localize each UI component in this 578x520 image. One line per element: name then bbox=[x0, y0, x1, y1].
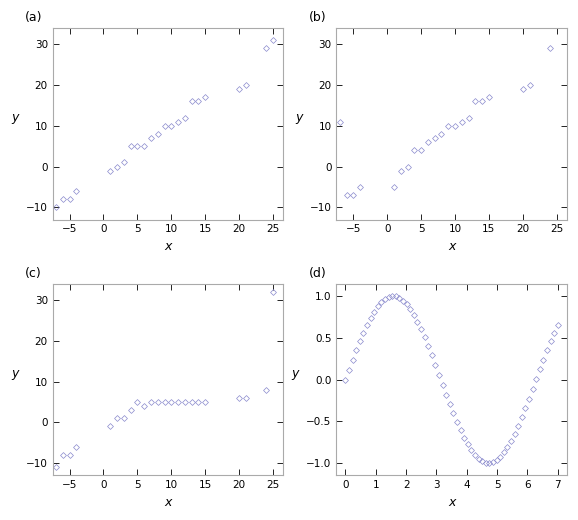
Y-axis label: y: y bbox=[11, 111, 18, 124]
Text: (a): (a) bbox=[25, 11, 43, 24]
X-axis label: x: x bbox=[448, 496, 455, 509]
X-axis label: x: x bbox=[448, 240, 455, 253]
Y-axis label: y: y bbox=[291, 367, 299, 380]
X-axis label: x: x bbox=[164, 496, 172, 509]
Text: (b): (b) bbox=[309, 11, 327, 24]
Text: (d): (d) bbox=[309, 267, 327, 280]
Y-axis label: y: y bbox=[295, 111, 302, 124]
Y-axis label: y: y bbox=[11, 367, 18, 380]
X-axis label: x: x bbox=[164, 240, 172, 253]
Text: (c): (c) bbox=[25, 267, 42, 280]
